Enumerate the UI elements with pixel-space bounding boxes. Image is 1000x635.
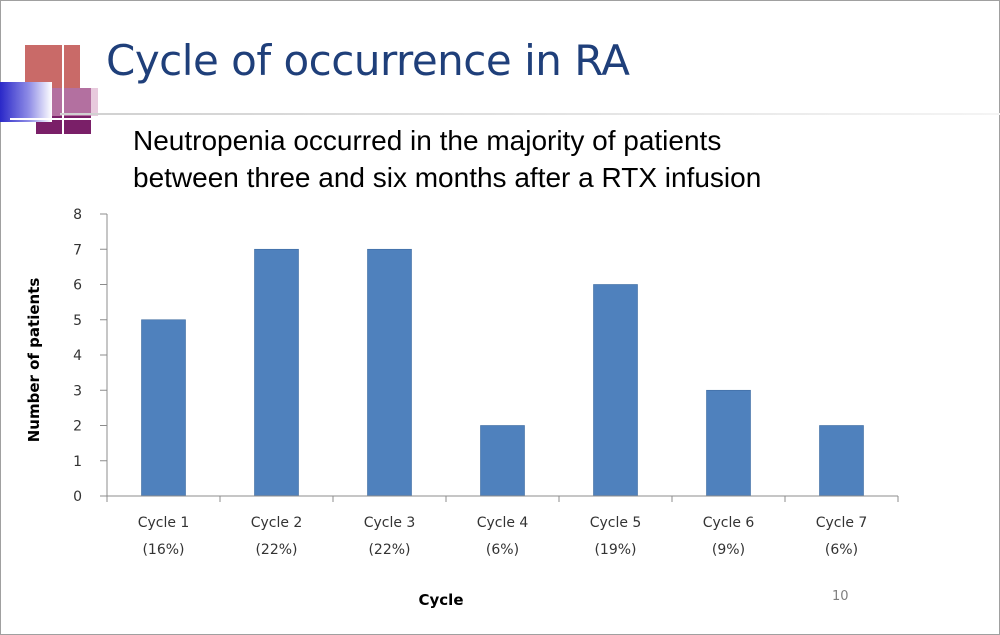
page-number: 10 [832, 589, 849, 604]
x-ticks-group: Cycle 1 (16%) Cycle 2 (22%) Cycle 3 (22%) Cycl… [106, 496, 899, 558]
y-tick-label: 3 [73, 383, 82, 399]
x-tick-label: (19%) [594, 542, 636, 558]
y-tick-label: 7 [73, 242, 82, 258]
subtitle-line-1: Neutropenia occurred in the majority of … [133, 125, 722, 156]
x-tick-label: (22%) [255, 542, 297, 558]
x-tick-label: Cycle 2 [251, 515, 303, 531]
bar-6 [706, 389, 751, 497]
x-tick-label: Cycle 1 [138, 515, 190, 531]
y-tick-label: 6 [73, 278, 82, 294]
subtitle-line-2: between three and six months after a RTX… [133, 162, 762, 193]
x-tick-label: (22%) [368, 542, 410, 558]
y-tick-label: 8 [73, 207, 82, 223]
slide-title: Cycle of occurrence in RA [106, 36, 630, 85]
x-tick-label: Cycle 7 [816, 515, 868, 531]
x-tick-label: Cycle 5 [590, 515, 642, 531]
bar-5 [593, 284, 638, 497]
y-tick-label: 1 [73, 454, 82, 470]
y-tick-label: 2 [73, 419, 82, 435]
x-tick-label: Cycle 6 [703, 515, 755, 531]
bar-7 [819, 425, 864, 497]
bar-4 [480, 425, 525, 497]
x-tick-label: (6%) [486, 542, 519, 558]
x-tick-label: Cycle 4 [477, 515, 529, 531]
x-tick-label: (6%) [825, 542, 858, 558]
y-tick-label: 5 [73, 313, 82, 329]
decoration-vertical-line [62, 35, 64, 135]
slide-subtitle: Neutropenia occurred in the majority of … [133, 122, 893, 196]
y-tick-label: 0 [73, 489, 82, 505]
x-tick-label: (9%) [712, 542, 745, 558]
bar-1 [141, 319, 186, 497]
decoration-horizontal-line [10, 118, 105, 120]
y-tick-label: 4 [73, 348, 82, 364]
decoration-blue-square [0, 82, 52, 122]
x-tick-label: Cycle 3 [364, 515, 416, 531]
bar-2 [254, 248, 299, 497]
title-rule [60, 113, 1000, 115]
bar-3 [367, 248, 412, 497]
x-axis-title: Cycle [419, 591, 464, 609]
y-axis-title: Number of patients [25, 278, 43, 443]
x-tick-label: (16%) [142, 542, 184, 558]
bars-group [141, 248, 864, 497]
y-ticks-group: 0 1 2 3 4 5 6 7 8 [73, 207, 107, 505]
